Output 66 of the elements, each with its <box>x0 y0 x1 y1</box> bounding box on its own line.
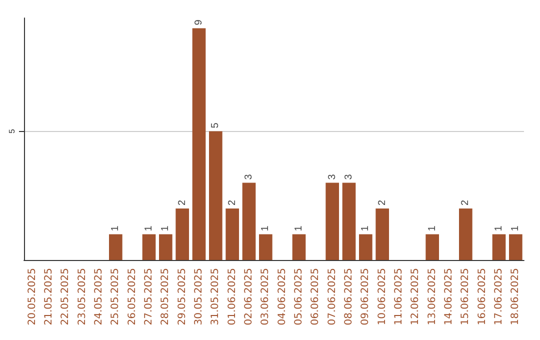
x-tick-label: 17.06.2025 <box>494 268 504 326</box>
x-tick-label: 21.05.2025 <box>44 268 54 326</box>
data-label: 1 <box>494 225 504 232</box>
x-tick-label: 27.05.2025 <box>144 268 154 326</box>
data-label: 9 <box>194 19 204 26</box>
bar <box>342 182 356 260</box>
x-tick-label: 03.06.2025 <box>260 268 272 326</box>
bar <box>426 234 439 260</box>
data-label: 1 <box>510 225 522 232</box>
x-tick-label: 07.06.2025 <box>326 268 338 326</box>
bar <box>226 208 239 260</box>
x-tick-label: 28.05.2025 <box>160 268 172 326</box>
x-tick-label: 04.06.2025 <box>276 268 288 326</box>
data-label: 1 <box>426 225 438 232</box>
data-label: 1 <box>144 225 154 232</box>
data-label: 1 <box>260 225 272 232</box>
x-tick-label: 14.06.2025 <box>444 268 454 326</box>
x-tick-label: 30.05.2025 <box>194 268 204 326</box>
bar <box>176 208 189 260</box>
x-tick-label: 09.06.2025 <box>360 268 372 326</box>
x-tick-label: 05.06.2025 <box>294 268 304 326</box>
x-tick-label: 18.06.2025 <box>510 268 522 326</box>
bar <box>109 234 122 260</box>
bar <box>376 208 389 260</box>
data-label: 1 <box>110 225 122 232</box>
x-tick-label: 11.06.2025 <box>394 268 404 326</box>
bar <box>159 234 172 260</box>
x-tick-label: 23.05.2025 <box>76 268 88 326</box>
bar <box>209 131 222 260</box>
data-label: 2 <box>460 200 472 206</box>
x-tick-label: 31.05.2025 <box>210 268 222 326</box>
x-tick-label: 12.06.2025 <box>410 268 422 326</box>
data-label: 2 <box>226 200 238 206</box>
x-tick-label: 25.05.2025 <box>110 268 122 326</box>
x-tick-label: 26.05.2025 <box>126 268 138 326</box>
data-label: 2 <box>176 200 188 206</box>
data-label: 3 <box>244 174 254 180</box>
x-tick-label: 16.06.2025 <box>476 268 488 326</box>
data-label: 2 <box>376 200 388 206</box>
data-label: 5 <box>210 122 222 128</box>
bar <box>492 234 506 260</box>
x-tick-label: 10.06.2025 <box>376 268 388 326</box>
bar <box>142 234 156 260</box>
data-label: 1 <box>160 225 172 232</box>
bar <box>292 234 306 260</box>
x-tick-label: 08.06.2025 <box>344 268 354 326</box>
data-label: 3 <box>326 174 338 180</box>
x-tick-label: 15.06.2025 <box>460 268 472 326</box>
bar <box>459 208 472 260</box>
bar <box>509 234 522 260</box>
x-tick-label: 02.06.2025 <box>244 268 254 326</box>
data-label: 3 <box>344 174 354 180</box>
x-tick-label: 29.05.2025 <box>176 268 188 326</box>
bar <box>259 234 272 260</box>
data-label: 1 <box>360 225 372 232</box>
x-tick-label: 22.05.2025 <box>60 268 72 326</box>
x-tick-label: 24.05.2025 <box>94 268 104 326</box>
x-tick-label: 01.06.2025 <box>226 268 238 326</box>
x-tick-label: 13.06.2025 <box>426 268 438 326</box>
bar <box>192 28 206 260</box>
x-tick-label: 06.06.2025 <box>310 268 322 326</box>
bar <box>359 234 372 260</box>
data-label: 1 <box>294 225 304 232</box>
x-tick-label: 20.05.2025 <box>26 268 38 326</box>
bar <box>242 182 256 260</box>
bar <box>326 182 339 260</box>
